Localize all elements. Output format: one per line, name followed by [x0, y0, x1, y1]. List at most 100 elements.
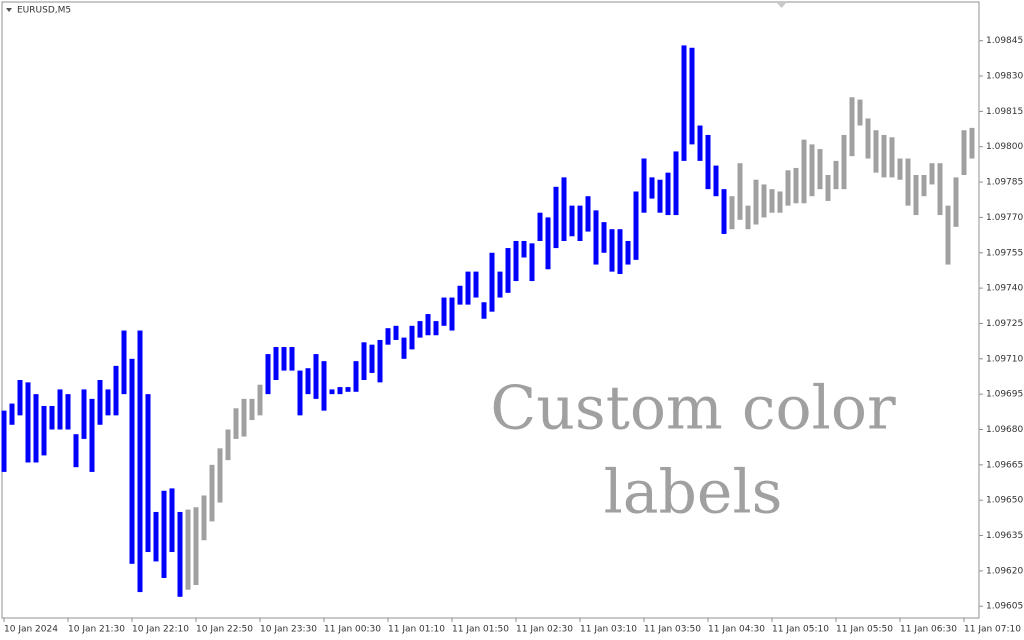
- y-tick-label: 1.09755: [986, 248, 1023, 258]
- bar: [177, 511, 183, 597]
- bar: [585, 196, 591, 232]
- bar: [593, 210, 599, 265]
- bar: [529, 243, 535, 282]
- bar: [369, 344, 375, 373]
- chart-title: EURUSD,M5: [17, 6, 71, 16]
- bar: [505, 248, 511, 293]
- bar: [297, 370, 303, 416]
- bar: [417, 321, 423, 338]
- x-tick-label: 11 Jan 03:10: [580, 625, 637, 635]
- x-tick-label: 11 Jan 01:50: [452, 625, 509, 635]
- y-tick-label: 1.09620: [986, 566, 1023, 576]
- bar: [561, 177, 567, 241]
- bar: [913, 175, 919, 216]
- bar: [281, 347, 287, 371]
- bar: [793, 167, 799, 204]
- y-tick-label: 1.09710: [986, 354, 1023, 364]
- y-tick-label: 1.09605: [986, 602, 1023, 612]
- bar: [121, 330, 127, 395]
- bar: [73, 434, 79, 468]
- bar: [857, 99, 863, 126]
- bar: [737, 163, 743, 220]
- bar: [97, 380, 103, 425]
- y-tick-label: 1.09740: [986, 284, 1023, 294]
- x-tick-label: 11 Jan 07:10: [964, 625, 1021, 635]
- x-tick-label: 10 Jan 2024: [4, 625, 58, 635]
- bar: [33, 394, 39, 463]
- bar: [721, 189, 727, 234]
- bar: [385, 328, 391, 345]
- bar: [889, 137, 895, 178]
- x-tick-label: 11 Jan 01:10: [388, 625, 445, 635]
- bar: [713, 165, 719, 197]
- bar: [233, 408, 239, 439]
- bar: [441, 297, 447, 326]
- bar: [969, 127, 975, 159]
- bar: [129, 358, 135, 564]
- y-tick-label: 1.09695: [986, 390, 1023, 400]
- bar: [665, 172, 671, 216]
- bar: [489, 252, 495, 312]
- bar: [689, 47, 695, 145]
- bar: [65, 394, 71, 430]
- bar: [329, 389, 335, 395]
- bar: [249, 398, 255, 421]
- bar: [761, 184, 767, 218]
- bar: [425, 314, 431, 336]
- x-tick-label: 11 Jan 03:50: [644, 625, 701, 635]
- x-tick-label: 10 Jan 21:30: [68, 625, 125, 635]
- bar: [905, 158, 911, 206]
- bar: [225, 429, 231, 461]
- bar: [89, 398, 95, 472]
- x-tick-label: 11 Jan 06:30: [900, 625, 957, 635]
- bar: [289, 347, 295, 371]
- bar: [865, 118, 871, 159]
- bar: [873, 130, 879, 173]
- menu-arrow: [6, 8, 12, 12]
- x-tick-label: 11 Jan 05:10: [772, 625, 829, 635]
- y-tick-label: 1.09635: [986, 531, 1023, 541]
- bar: [937, 163, 943, 216]
- bar: [433, 321, 439, 336]
- bar: [641, 158, 647, 213]
- bar: [785, 170, 791, 206]
- bar: [801, 139, 807, 204]
- bar: [649, 177, 655, 199]
- bar: [345, 387, 351, 392]
- y-tick-label: 1.09785: [986, 178, 1023, 188]
- bar: [449, 297, 455, 331]
- bar: [401, 337, 407, 359]
- bar: [393, 325, 399, 340]
- bar: [137, 330, 143, 593]
- y-tick-label: 1.09650: [986, 496, 1023, 506]
- bar: [17, 380, 23, 416]
- x-tick-label: 11 Jan 02:30: [516, 625, 573, 635]
- bar: [673, 151, 679, 216]
- bar: [921, 175, 927, 197]
- bar: [169, 488, 175, 553]
- bar: [209, 464, 215, 522]
- bar: [929, 163, 935, 185]
- bar: [361, 342, 367, 381]
- bar: [953, 177, 959, 227]
- bar: [545, 217, 551, 270]
- x-tick-label: 11 Jan 04:30: [708, 625, 765, 635]
- y-tick-label: 1.09830: [986, 72, 1023, 82]
- bar: [57, 389, 63, 430]
- bar: [105, 389, 111, 416]
- bar: [25, 382, 31, 463]
- bar: [337, 387, 343, 395]
- watermark: Custom color: [490, 374, 896, 444]
- bar: [633, 191, 639, 260]
- bar: [657, 179, 663, 213]
- watermark: labels: [604, 458, 783, 528]
- y-tick-label: 1.09770: [986, 213, 1023, 223]
- bar: [617, 229, 623, 274]
- bar: [897, 158, 903, 180]
- bar: [185, 509, 191, 590]
- bar: [753, 179, 759, 225]
- bar: [881, 134, 887, 178]
- shift-marker: [777, 3, 786, 8]
